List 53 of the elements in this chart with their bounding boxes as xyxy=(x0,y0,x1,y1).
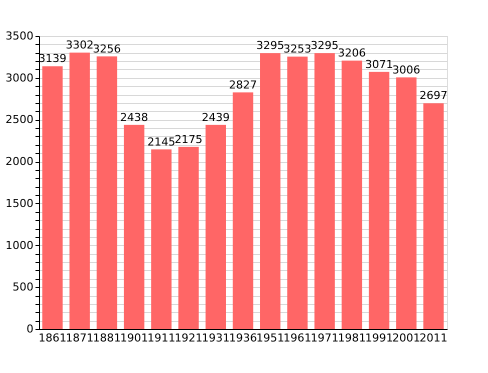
bar xyxy=(232,92,254,329)
data-label: 3295 xyxy=(310,39,339,52)
y-tick-label: 0 xyxy=(26,322,34,336)
bar xyxy=(260,53,280,329)
y-tick-label: 2500 xyxy=(6,113,34,126)
bar xyxy=(396,77,417,329)
data-label: 3006 xyxy=(392,63,420,76)
bar xyxy=(206,124,226,329)
y-tick-label: 1000 xyxy=(6,238,34,252)
x-tick-label: 1911 xyxy=(147,332,176,344)
x-tick-label: 1931 xyxy=(202,332,230,344)
data-label: 2827 xyxy=(229,78,257,92)
data-label: 3256 xyxy=(92,42,121,56)
bar xyxy=(423,103,444,329)
x-tick-label: 1871 xyxy=(66,332,94,344)
x-tick-label: 2011 xyxy=(420,332,448,344)
y-tick-label: 2000 xyxy=(6,155,34,168)
data-label: 3302 xyxy=(66,38,94,52)
x-tick-label: 1921 xyxy=(174,332,203,344)
x-tick-label: 1981 xyxy=(338,332,366,344)
bar xyxy=(124,124,144,329)
bar xyxy=(314,53,335,329)
x-tick-label: 1901 xyxy=(120,332,148,344)
bar xyxy=(69,52,90,329)
bar xyxy=(287,56,308,329)
x-tick-label: 1951 xyxy=(256,332,284,344)
bar xyxy=(96,56,118,329)
x-tick-label: 1881 xyxy=(92,332,121,344)
x-tick-label: 2001 xyxy=(392,332,420,344)
y-tick-label: 1500 xyxy=(6,196,34,210)
y-tick-label: 500 xyxy=(12,280,34,294)
data-label: 2697 xyxy=(420,89,448,102)
data-label: 3295 xyxy=(256,39,284,52)
x-tick-label: 1861 xyxy=(38,332,66,344)
data-label: 2175 xyxy=(174,132,203,146)
data-label: 3071 xyxy=(365,58,394,71)
x-tick-label: 1991 xyxy=(365,332,394,344)
x-tick-label: 1971 xyxy=(310,332,339,344)
bar xyxy=(151,149,172,329)
data-label: 3206 xyxy=(338,46,366,60)
data-label: 2438 xyxy=(120,110,148,124)
bar xyxy=(42,66,63,329)
y-tick-label: 3000 xyxy=(6,71,34,84)
y-tick-label: 3500 xyxy=(6,30,34,42)
x-tick-label: 1961 xyxy=(283,332,312,344)
x-tick-label: 1936 xyxy=(229,332,257,344)
data-label: 2145 xyxy=(147,135,176,148)
data-label: 2439 xyxy=(202,110,230,124)
bar xyxy=(178,146,199,329)
bar xyxy=(342,60,362,329)
bar xyxy=(368,72,390,329)
data-label: 3139 xyxy=(38,52,66,66)
data-label: 3253 xyxy=(283,42,312,56)
